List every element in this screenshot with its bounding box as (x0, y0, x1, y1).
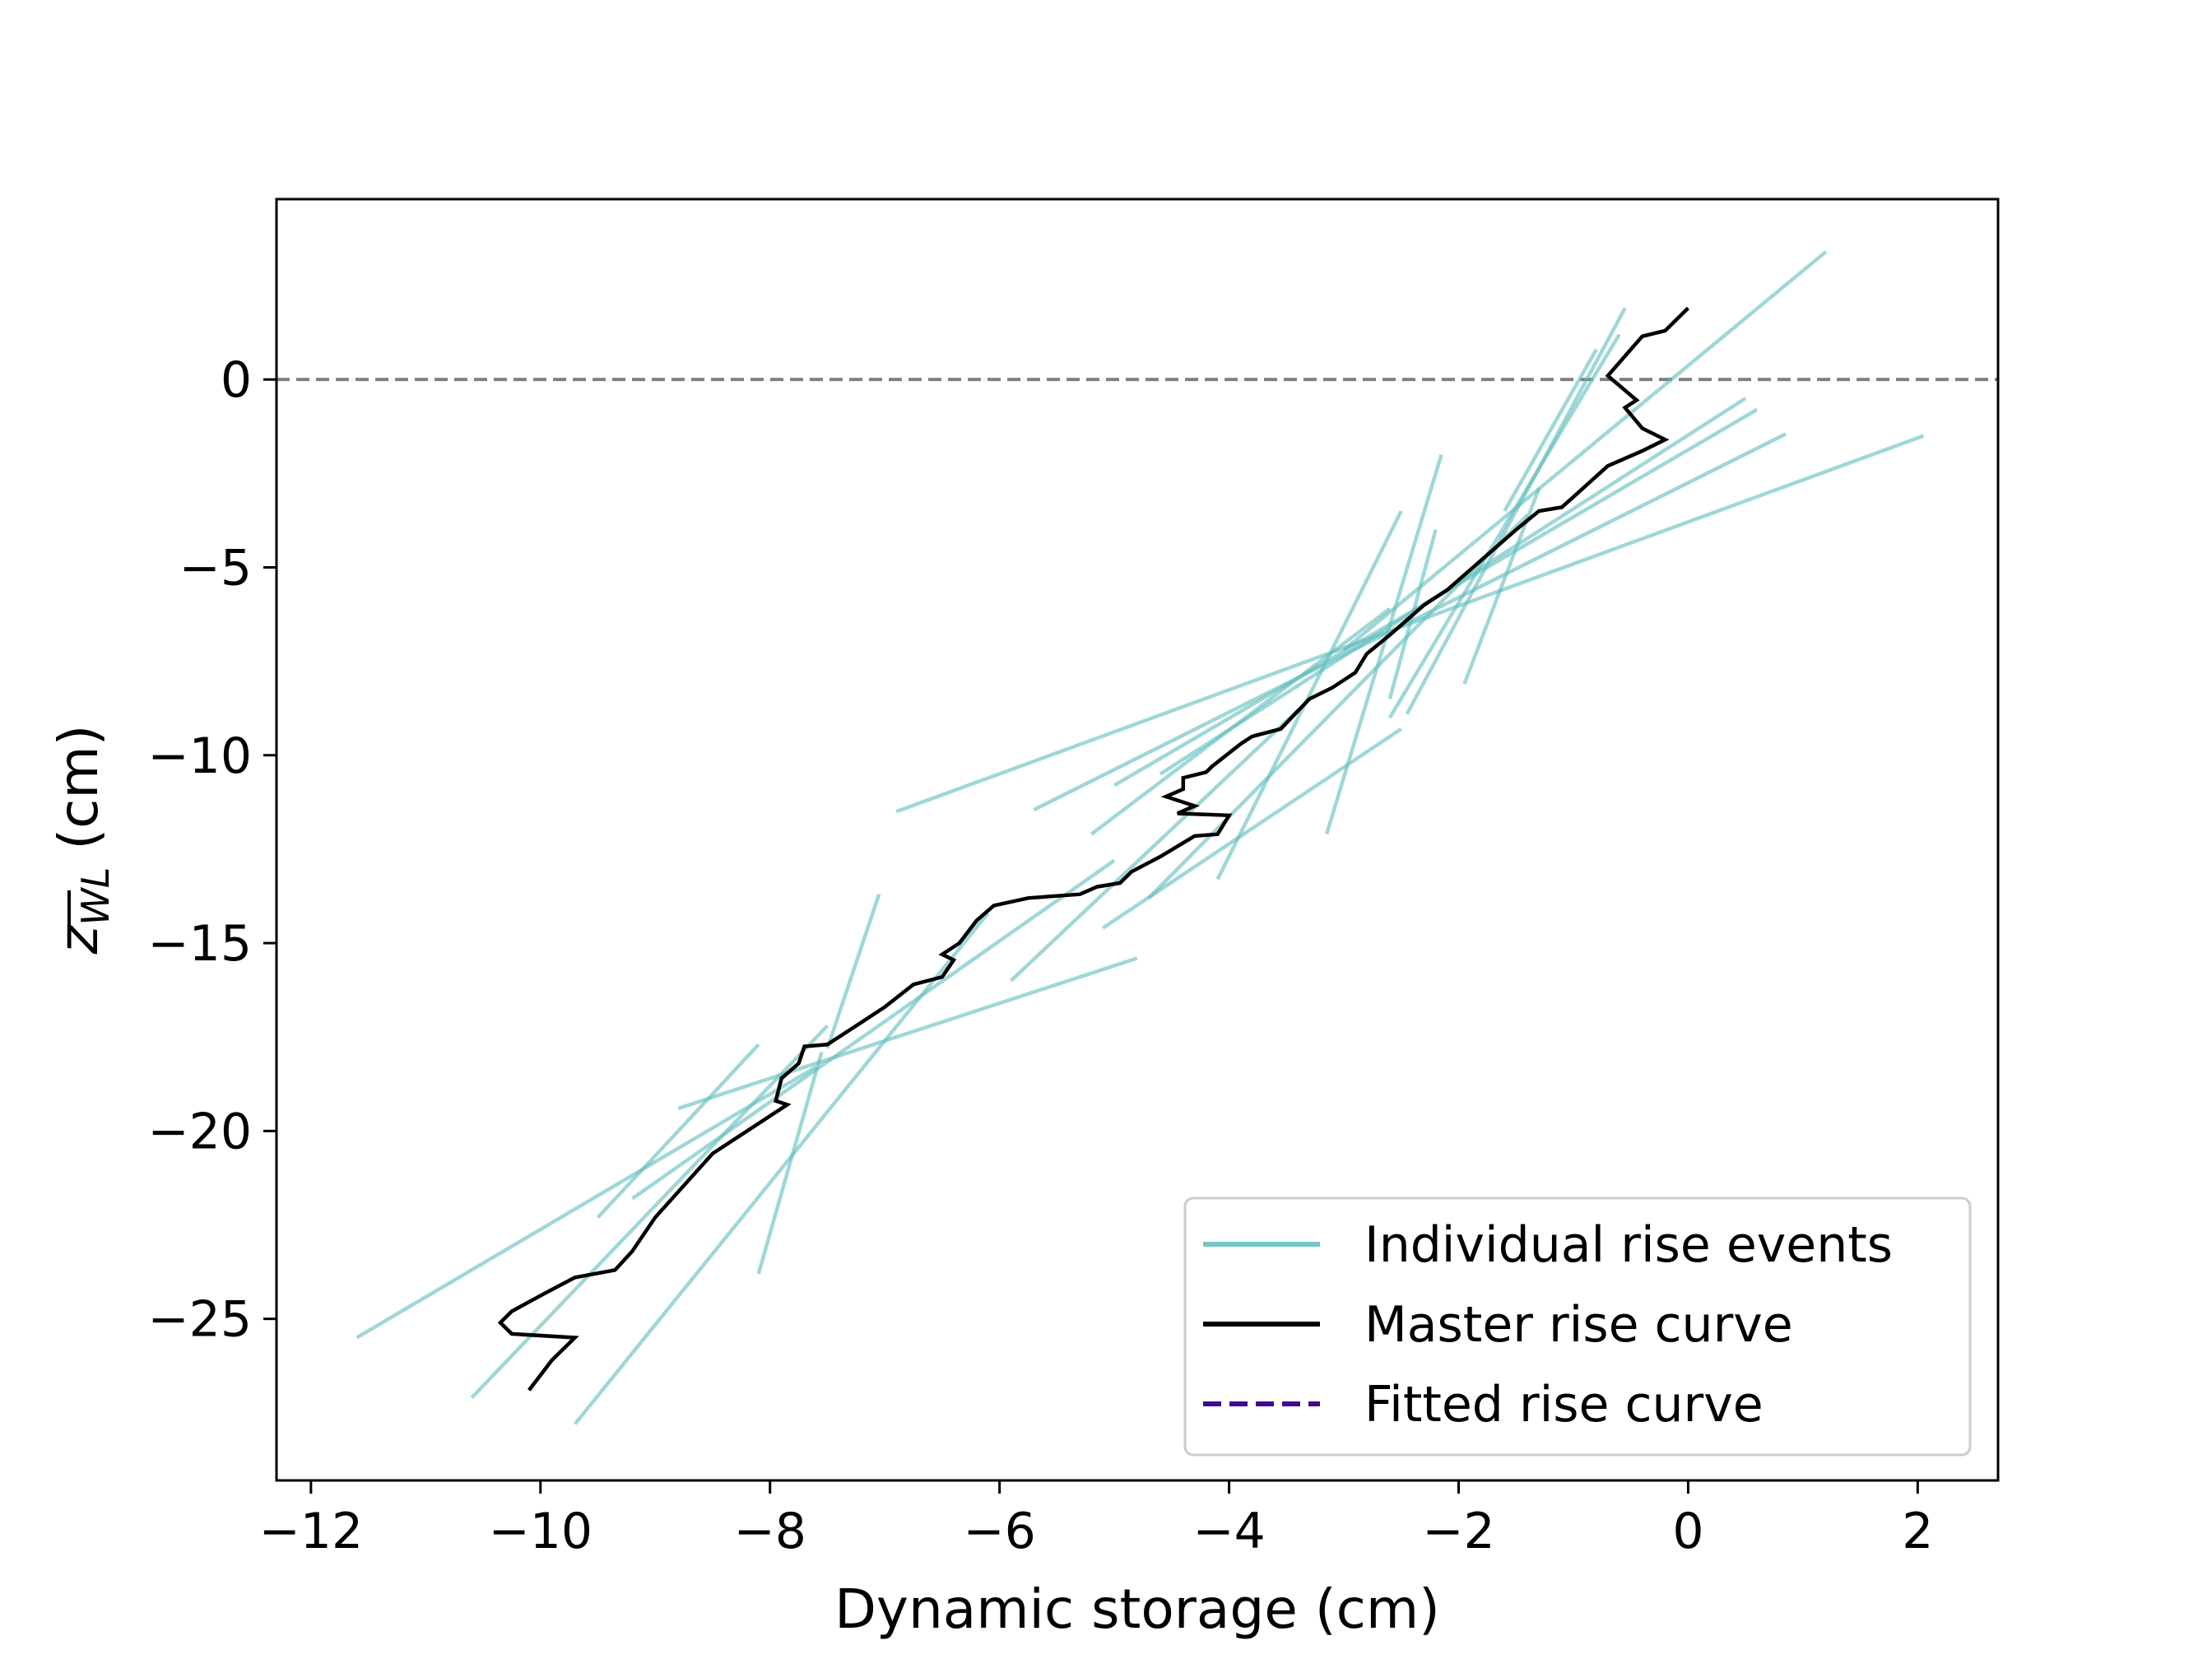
legend-box (1183, 1197, 1972, 1457)
plot-frame (275, 198, 2000, 1482)
x-tick-label: −10 (488, 1503, 592, 1560)
individual-rise-event-21 (756, 1051, 824, 1275)
x-tick-label: 0 (1672, 1503, 1703, 1560)
y-axis-label-main: z (47, 924, 110, 955)
y-tick-label: 0 (221, 351, 252, 409)
y-axis: 0 −5 −10 −15 −20 −25 (147, 351, 276, 1349)
individual-rise-event-14 (1215, 509, 1403, 881)
individual-rise-event-2 (1387, 333, 1621, 719)
x-tick-label: −6 (963, 1503, 1035, 1560)
y-axis-label-subscript: WL (73, 867, 118, 926)
individual-rise-event-18 (631, 858, 1116, 1201)
legend-label-fitted: Fitted rise curve (1364, 1376, 1764, 1434)
x-tick-label: 2 (1902, 1503, 1933, 1560)
individual-rise-event-22 (573, 912, 990, 1425)
x-tick-label: −4 (1192, 1503, 1265, 1560)
y-tick-label: −15 (147, 915, 252, 973)
individual-rise-event-13 (1010, 709, 1299, 983)
y-tick-label: −5 (179, 539, 252, 597)
individual-rise-event-19 (596, 1043, 760, 1219)
plot-area (276, 250, 1998, 1425)
y-tick-label: −25 (147, 1291, 252, 1349)
individual-rise-event-1 (1405, 307, 1627, 715)
individual-rise-event-24 (1090, 606, 1392, 836)
individual-rise-event-9 (1324, 453, 1443, 835)
y-axis-label-text: zWL (cm) (47, 725, 118, 955)
individual-rise-event-16 (825, 893, 881, 1049)
y-axis-label: zWL (cm) (47, 725, 118, 955)
individual-rise-event-23 (356, 1065, 817, 1340)
x-tick-label: −8 (733, 1503, 806, 1560)
x-tick-label: −2 (1422, 1503, 1494, 1560)
x-axis-label: Dynamic storage (cm) (834, 1578, 1440, 1641)
y-axis-label-suffix: (cm) (47, 725, 110, 867)
y-tick-label: −20 (147, 1103, 252, 1160)
legend: Individual rise events Master rise curve… (1183, 1197, 1972, 1457)
individual-rise-event-4 (1342, 250, 1828, 652)
x-tick-label: −12 (259, 1503, 364, 1560)
legend-label-individual: Individual rise events (1364, 1216, 1893, 1274)
x-axis: −12 −10 −8 −6 −4 −2 0 2 (259, 1480, 1933, 1560)
y-tick-label: −10 (147, 727, 252, 785)
individual-rise-events (356, 250, 1925, 1425)
master-rise-curve-line (497, 306, 1689, 1392)
individual-rise-event-17 (677, 956, 1138, 1111)
legend-label-master: Master rise curve (1364, 1296, 1793, 1354)
individual-rise-event-3 (1503, 348, 1598, 513)
